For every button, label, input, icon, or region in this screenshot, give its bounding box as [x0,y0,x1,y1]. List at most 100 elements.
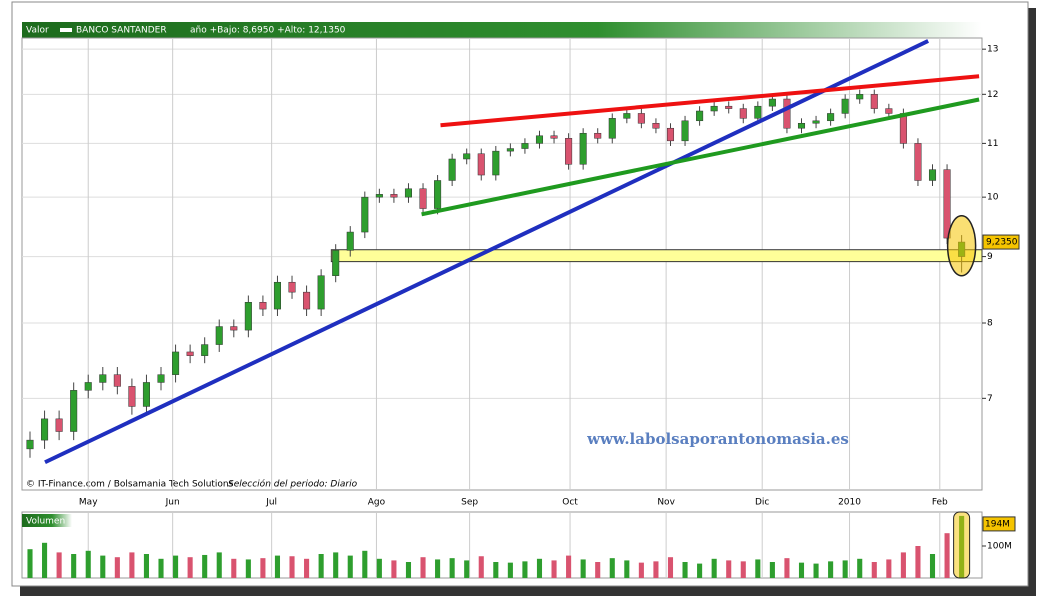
candle-body [41,418,49,441]
x-tick-label: Nov [657,498,675,508]
source: © IT-Finance.com / Bolsamania Tech Solut… [26,480,234,490]
volume-bar [56,552,62,578]
volume-bar [231,558,237,578]
volume-bar [27,549,33,578]
candle-body [317,275,325,310]
candle-body [623,113,631,119]
volume-bar [173,555,179,578]
volume-bar [551,560,557,578]
candle-body [565,138,573,165]
volume-bar [798,562,805,578]
volume-bar [202,554,208,578]
x-tick-label: Jun [165,498,180,508]
candle-body [681,120,689,142]
volume-bar [318,554,324,578]
volume-bar [464,560,470,578]
volume-bar [886,559,892,578]
candle-body [666,127,675,142]
candle-body [419,188,427,209]
y-tick-label: 12 [987,90,998,100]
volume-bar [289,556,295,578]
volume-bar [420,557,426,578]
volume-bar [580,559,586,578]
candle-body [637,113,645,124]
candle-body [84,382,92,391]
volume-bar [828,561,834,578]
volume-bar [260,558,266,578]
volume-bar [638,562,644,578]
price-panel [21,37,983,491]
candle-body [535,135,544,144]
candle-body [812,120,820,124]
volume-bar [536,558,543,578]
volume-bar [143,554,150,578]
volume-panel [21,511,983,579]
volume-title: Volumen [26,517,65,527]
volume-bar [274,555,281,578]
candle-body [201,344,209,356]
candle-body [186,351,194,356]
candle-body [404,188,412,198]
header-label: Valor [26,26,49,36]
volume-bar [435,559,441,578]
candle-body [506,148,514,152]
volume-bar [929,554,936,578]
candle-body [113,374,121,387]
volume-bar [609,558,615,578]
y-tick-label: 100M [987,542,1012,552]
volume-bar [114,557,120,578]
candle-body [914,143,922,181]
candle-body [928,169,937,181]
y-tick-label: 8 [987,319,993,329]
trend-line [44,39,930,465]
volume-bar [376,558,382,578]
volume-bar [915,546,921,578]
candle-body [492,150,500,176]
header-bar [22,22,982,38]
candle-body [390,194,398,198]
candle-body [841,98,849,114]
candle-body [885,108,893,114]
candle-body [244,302,252,331]
candle-body [943,169,951,239]
candle-body [754,105,762,119]
volume-bar [522,561,528,578]
candle-body [230,326,238,331]
trend-line [440,74,980,128]
volume-bar [711,558,717,578]
volume-bar [362,550,368,578]
candle-body [725,105,733,109]
volume-bar [653,561,659,578]
candle-body [783,98,791,129]
y-tick-label: 11 [987,139,998,149]
plot: 7 8 9 10 11 12 13 May Jun Jul Ago Sep Oct Nov Dic 2010 F… [22,38,1020,579]
volume-bar [624,560,630,578]
x-tick-label: Jul [265,498,277,508]
volume-bar [697,563,703,578]
volume-bar [216,552,222,578]
candle-body [768,98,776,107]
candle-body [448,158,456,181]
candle-body [361,196,369,233]
candle-body [521,143,529,149]
volume-bar [391,560,397,578]
volume-bar [944,533,950,578]
volume-bar [755,559,761,578]
volume-bar [85,550,91,578]
legend-icon [60,28,72,32]
x-tick-label: Feb [932,498,948,508]
candle-body [827,113,835,122]
last-price-box [982,234,1020,250]
candle-body [157,374,165,383]
watermark: www.labolsaporantonomasia.es [586,430,849,448]
x-tick-label: 2010 [838,498,861,508]
x-tick-label: Dic [755,498,769,508]
volume-bar [405,562,412,578]
volume-bar [42,542,48,578]
volume-bar [667,557,674,578]
candle-body [303,291,311,310]
candle-body [608,118,616,139]
volume-bar [100,555,106,578]
candle-body [142,382,150,407]
